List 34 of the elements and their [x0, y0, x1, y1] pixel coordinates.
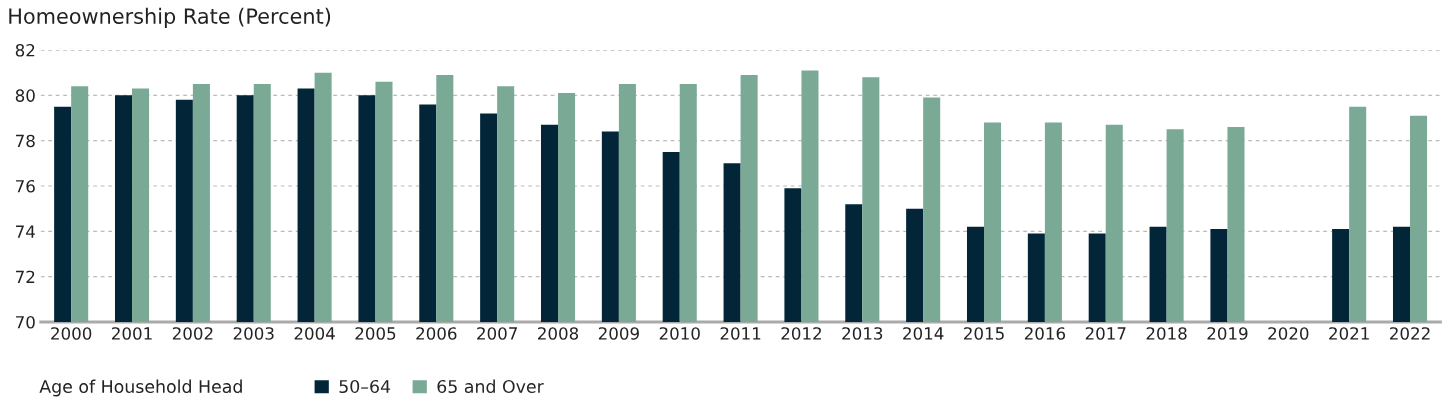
x-tick-label: 2004 [294, 327, 335, 340]
y-tick-label: 76 [16, 179, 35, 193]
x-tick-label: 2005 [355, 327, 396, 340]
x-tick-label: 2002 [172, 327, 213, 340]
chart-title: Homeownership Rate (Percent) [9, 7, 331, 28]
legend-label: 65 and Over [437, 379, 544, 394]
legend-title: Age of Household Head [39, 379, 242, 397]
x-tick-label: 2020 [1268, 327, 1309, 340]
y-tick-label: 80 [15, 89, 35, 102]
x-tick-label: 2011 [720, 327, 761, 340]
y-tick-label: 72 [16, 270, 35, 283]
x-tick-label: 2018 [1146, 327, 1187, 340]
y-tick-label: 74 [16, 225, 35, 238]
x-tick-label: 2015 [964, 327, 1004, 340]
x-tick-label: 2021 [1329, 327, 1369, 340]
x-tick-label: 2012 [781, 327, 821, 340]
x-tick-label: 2006 [416, 327, 457, 340]
x-tick-label: 2016 [1024, 327, 1066, 340]
y-tick-label: 78 [16, 134, 35, 148]
x-tick-label: 2003 [233, 327, 274, 340]
x-tick-label: 2009 [598, 327, 639, 340]
x-tick-label: 2008 [538, 327, 579, 340]
x-tick-label: 2014 [903, 327, 944, 340]
x-tick-label: 2019 [1207, 327, 1248, 340]
y-tick-label: 70 [16, 315, 35, 329]
x-tick-label: 2001 [112, 327, 152, 340]
x-tick-label: 2007 [477, 327, 517, 340]
legend-label: 50–64 [339, 379, 391, 394]
x-tick-label: 2013 [842, 327, 883, 340]
x-tick-label: 2010 [659, 327, 700, 340]
y-tick-label: 82 [15, 43, 35, 57]
x-tick-label: 2017 [1085, 327, 1126, 340]
x-tick-label: 2022 [1390, 327, 1430, 340]
x-tick-label: 2000 [51, 327, 92, 340]
